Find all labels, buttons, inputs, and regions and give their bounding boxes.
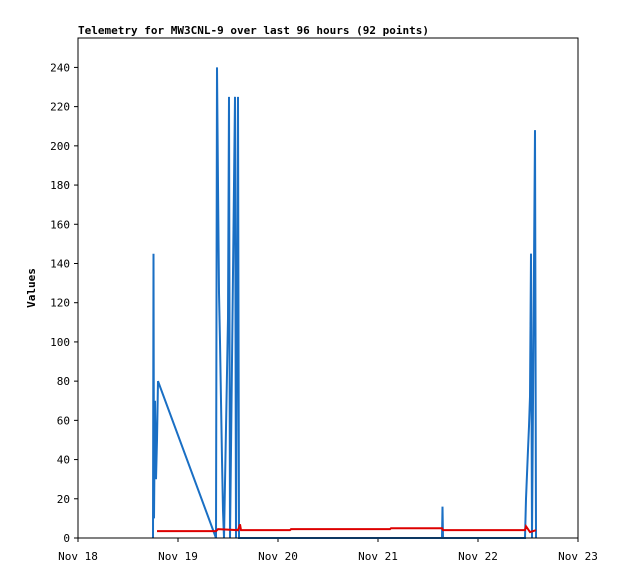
plot-frame	[77, 37, 579, 539]
y-tick-label: 240	[50, 61, 70, 74]
x-tick-label: Nov 18	[58, 550, 98, 563]
y-tick-label: 180	[50, 179, 70, 192]
y-tick-label: 80	[57, 375, 70, 388]
y-tick-label: 60	[57, 414, 70, 427]
x-tick-label: Nov 23	[558, 550, 598, 563]
y-tick-label: 200	[50, 140, 70, 153]
y-tick-label: 100	[50, 336, 70, 349]
x-tick-label: Nov 20	[258, 550, 298, 563]
y-tick-label: 120	[50, 297, 70, 310]
x-tick-label: Nov 19	[158, 550, 198, 563]
y-tick-label: 140	[50, 257, 70, 270]
chart-title: Telemetry for MW3CNL-9 over last 96 hour…	[78, 24, 429, 37]
x-tick-label: Nov 22	[458, 550, 498, 563]
series-line	[152, 67, 537, 539]
y-tick-label: 40	[57, 454, 70, 467]
y-tick-label: 0	[63, 532, 70, 545]
series-line	[157, 523, 537, 534]
y-tick-label: 220	[50, 101, 70, 114]
y-tick-label: 160	[50, 218, 70, 231]
y-tick-label: 20	[57, 493, 70, 506]
y-axis-label: Values	[25, 268, 38, 308]
x-tick-label: Nov 21	[358, 550, 398, 563]
